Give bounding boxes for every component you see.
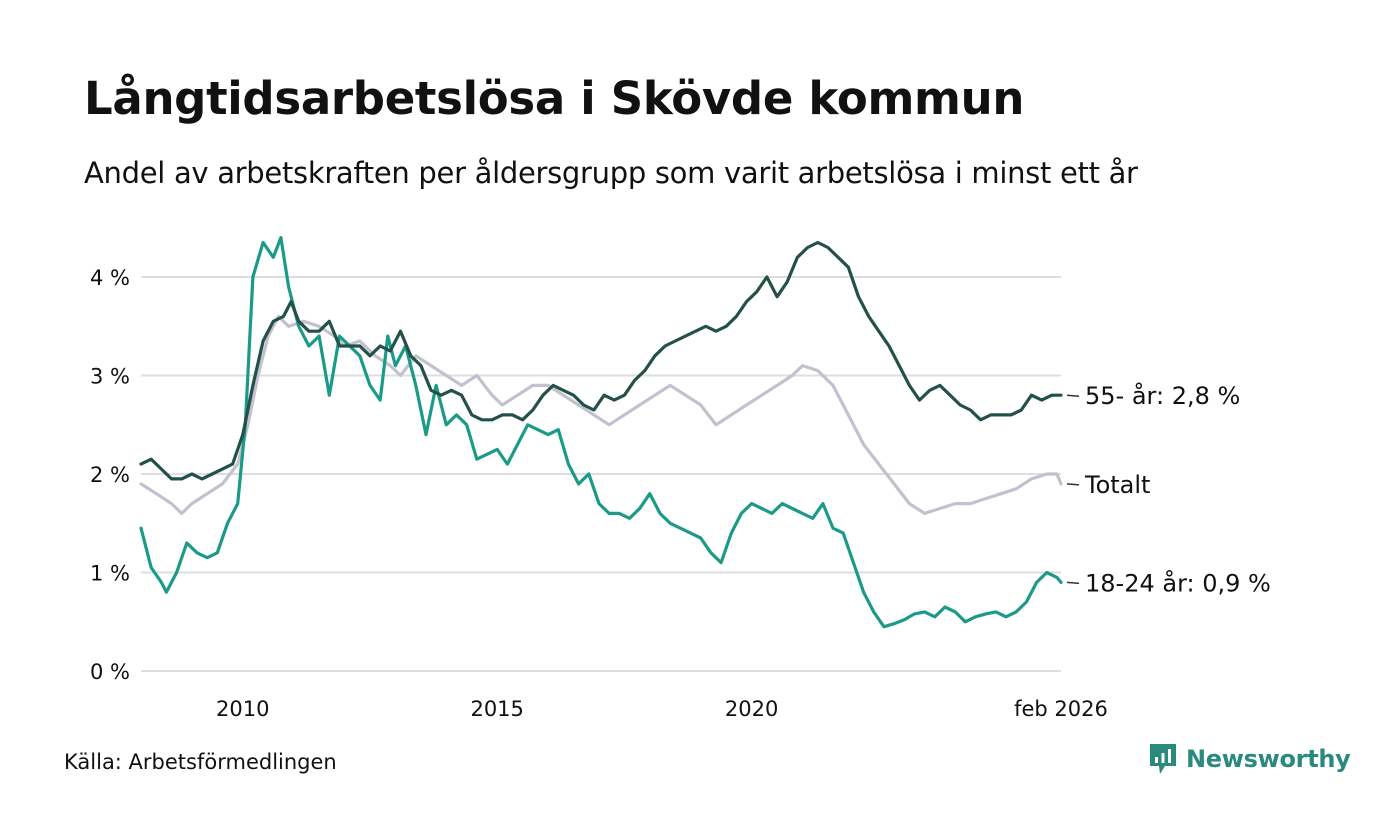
end-labels: Totalt 18-24 år: 0,9 % 55- år: 2,8 % [1066, 381, 1271, 597]
y-tick-label: 0 % [90, 660, 130, 684]
chart-title: Långtidsarbetslösa i Skövde kommun [84, 72, 1025, 125]
y-axis-ticks: 0 % 1 % 2 % 3 % 4 % [90, 266, 130, 684]
chart-subtitle: Andel av arbetskraften per åldersgrupp s… [84, 156, 1138, 190]
end-label-age18_24: 18-24 år: 0,9 % [1085, 568, 1271, 597]
end-label-connector [1066, 394, 1080, 397]
x-tick-label: 2020 [725, 697, 778, 721]
newsworthy-logo-icon [1150, 744, 1176, 774]
series-line-total [139, 314, 1063, 515]
y-tick-label: 4 % [90, 266, 130, 290]
series-lines [139, 236, 1063, 629]
series-line-age55 [139, 240, 1063, 481]
x-tick-label: 2010 [216, 697, 269, 721]
end-label-connector [1066, 483, 1080, 486]
end-label-total: Totalt [1084, 471, 1150, 499]
series-line-age18_24 [139, 236, 1063, 629]
y-tick-label: 3 % [90, 365, 130, 389]
newsworthy-logo: Newsworthy [1148, 742, 1351, 776]
x-tick-label: 2015 [470, 697, 523, 721]
end-label-connector [1066, 581, 1080, 585]
end-label-age55: 55- år: 2,8 % [1085, 381, 1240, 410]
gridlines [141, 276, 1061, 672]
newsworthy-logo-text: Newsworthy [1186, 745, 1351, 773]
x-tick-label: feb 2026 [1014, 697, 1108, 721]
source-note: Källa: Arbetsförmedlingen [64, 750, 337, 774]
y-tick-label: 1 % [90, 562, 130, 586]
y-tick-label: 2 % [90, 463, 130, 487]
x-axis-ticks: 2010 2015 2020 feb 2026 [216, 697, 1108, 721]
